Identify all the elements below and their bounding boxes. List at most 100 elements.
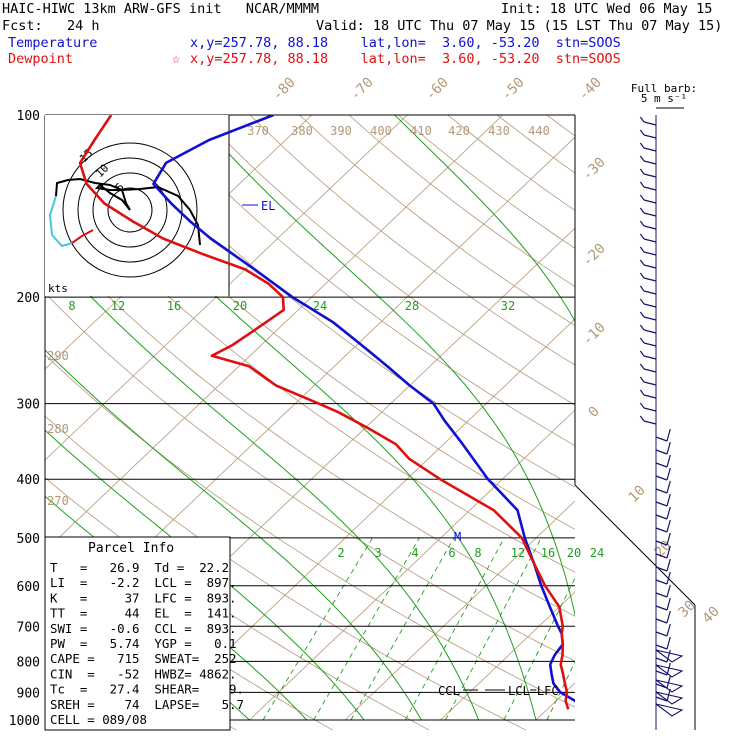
wind-barb <box>643 147 657 152</box>
mixing-ratio-label: 8 <box>68 299 75 313</box>
wind-barb <box>666 649 671 663</box>
wind-barb <box>666 610 671 624</box>
wind-barb <box>655 605 668 611</box>
sounding-profiles <box>78 115 575 710</box>
dry-adiabat <box>546 115 575 137</box>
wind-barb <box>643 394 657 399</box>
isotherm-line <box>249 409 575 721</box>
isotherm-label: 40 <box>700 604 723 627</box>
mixing-ratio-label: 2 <box>337 546 344 560</box>
wind-barb <box>639 285 645 292</box>
wind-barb <box>643 368 657 373</box>
mixing-ratio-label: 12 <box>111 299 125 313</box>
wind-barb <box>643 264 657 269</box>
theta-label: 400 <box>370 124 392 138</box>
parcel-info-row: CIN = -52 HWBZ= 4862. <box>50 666 237 681</box>
ccl-label: CCL <box>438 684 460 698</box>
mixing-ratio-label: 20 <box>233 299 247 313</box>
wind-barb <box>666 454 671 468</box>
wind-barb <box>666 623 671 637</box>
lcl-lfc-label: LCL=LFC <box>508 684 559 698</box>
wind-barb <box>655 592 668 598</box>
wind-barb <box>639 142 645 149</box>
parcel-info-title: Parcel Info <box>88 541 174 556</box>
dewpoint-location: x,y=257.78, 88.18 lat,lon= 3.60, -53.20 … <box>190 51 621 67</box>
parcel-info-row: K = 37 LFC = 893. <box>50 590 237 605</box>
wind-barb <box>639 415 645 422</box>
dry-adiabat <box>695 115 740 733</box>
wind-barb <box>639 207 645 214</box>
hodograph-ring <box>62 142 198 278</box>
wind-barb <box>655 579 668 585</box>
isotherm-line <box>45 115 408 461</box>
dry-adiabat <box>249 115 575 366</box>
mixing-ratio-label: 28 <box>405 299 419 313</box>
wind-barb <box>643 381 657 386</box>
el-label: EL <box>261 199 275 213</box>
wind-barb <box>639 363 645 370</box>
hodograph-trace-high <box>71 229 94 244</box>
theta-label: 440 <box>528 124 550 138</box>
wind-barb <box>639 168 645 175</box>
isotherm-line <box>632 115 740 720</box>
pressure-tick-label: 1000 <box>9 714 40 729</box>
isotherm-line <box>344 500 575 721</box>
wind-barb <box>639 311 645 318</box>
wind-barb <box>655 618 668 624</box>
parcel-info-panel <box>44 536 231 731</box>
parcel-info-row: T = 26.9 Td = 22.2 <box>50 560 229 575</box>
wind-barb <box>639 324 645 331</box>
wind-barb <box>666 441 671 455</box>
dry-adiabat <box>45 168 575 573</box>
parcel-info-row: PW = 5.74 YGP = 0.1 <box>50 636 237 651</box>
theta-label: 290 <box>47 349 69 363</box>
isotherm-label: -70 <box>348 75 377 104</box>
wind-barb <box>655 540 668 546</box>
wind-barb <box>655 566 668 572</box>
mixing-ratio-line <box>350 537 455 721</box>
mixing-ratio-label: 20 <box>567 546 581 560</box>
parcel-info-row: CELL = 089/08 <box>50 712 147 727</box>
wind-barb-pennant <box>655 679 684 693</box>
init-time: Init: 18 UTC Wed 06 May 15 <box>501 1 713 17</box>
wind-barb <box>655 527 668 533</box>
mixing-ratio-label: 8 <box>474 546 481 560</box>
pressure-tick-label: 400 <box>17 473 40 488</box>
temperature-legend-label: Temperature <box>8 35 98 51</box>
pressure-tick-label: 700 <box>17 620 40 635</box>
wind-barb-pennant <box>655 664 684 678</box>
wind-barb <box>639 298 645 305</box>
wind-barb <box>639 402 645 409</box>
wind-barb <box>643 238 657 243</box>
mixing-ratio-label: 4 <box>411 546 418 560</box>
mixing-ratio-label: 3 <box>374 546 381 560</box>
wind-barb <box>655 514 668 520</box>
wind-barb <box>639 350 645 357</box>
isotherm-label: -20 <box>580 241 609 270</box>
wind-barb <box>655 644 668 650</box>
dry-adiabat <box>45 354 575 708</box>
wind-barb <box>643 355 657 360</box>
dry-adiabat <box>101 115 575 488</box>
temperature-location: x,y=257.78, 88.18 lat,lon= 3.60, -53.20 … <box>190 35 621 51</box>
theta-label: 280 <box>47 422 69 436</box>
wind-barb <box>643 420 657 425</box>
wind-barb <box>666 519 671 533</box>
isotherm-line <box>440 591 575 721</box>
pressure-tick-label: 500 <box>17 532 40 547</box>
dry-adiabat <box>150 115 575 447</box>
dry-adiabat <box>45 415 527 730</box>
pressure-tick-label: 300 <box>17 398 40 413</box>
wind-barb <box>643 199 657 204</box>
mixing-ratio-line <box>404 537 505 721</box>
pressure-tick-label: 800 <box>17 655 40 670</box>
pressure-tick-label: 200 <box>17 291 40 306</box>
wind-barb <box>655 501 668 507</box>
dry-adiabat <box>45 292 575 662</box>
wind-barb <box>639 155 645 162</box>
dry-adiabat <box>596 115 740 733</box>
dry-adiabat <box>51 115 575 530</box>
theta-label: 270 <box>47 494 69 508</box>
dry-adiabat <box>200 115 575 406</box>
